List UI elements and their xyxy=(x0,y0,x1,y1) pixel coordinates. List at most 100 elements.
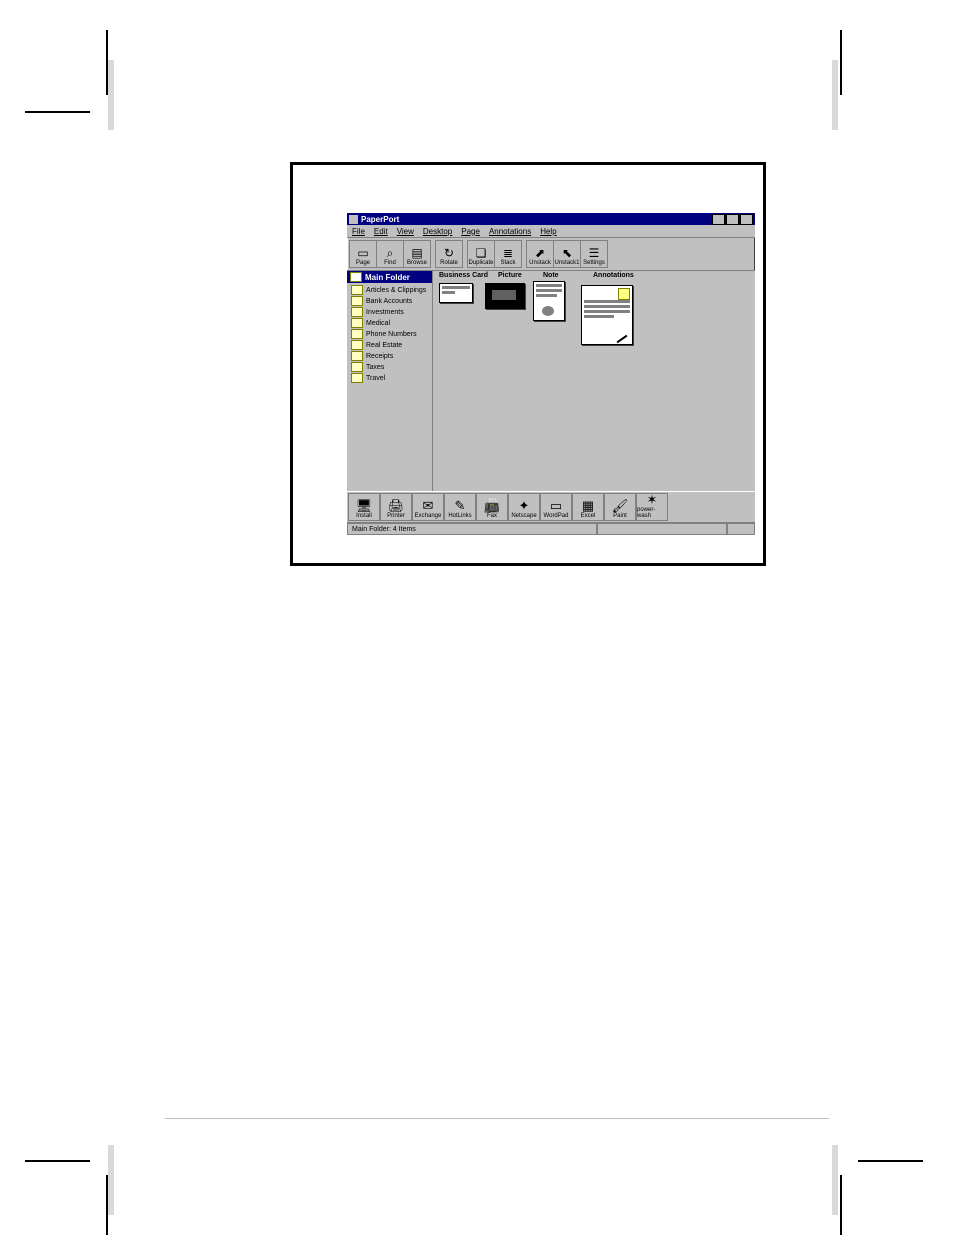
folder-item[interactable]: Investments xyxy=(351,307,432,317)
margin-indicator xyxy=(108,60,114,130)
link-wordpad[interactable]: ▭WordPad xyxy=(540,493,572,521)
link-bar: 🖥Install 🖨Printer ✉Exchange ✎HotLinks 📠F… xyxy=(347,491,755,522)
folder-icon xyxy=(351,318,363,328)
menu-desktop[interactable]: Desktop xyxy=(423,227,452,236)
document-icon: ▭ xyxy=(550,499,562,513)
folder-panel-header[interactable]: Main Folder xyxy=(347,271,432,283)
minimize-button[interactable] xyxy=(712,214,725,225)
find-icon: ⌕ xyxy=(382,246,398,260)
desktop-icon: 🖥 xyxy=(356,499,373,513)
link-fax[interactable]: 📠Fax xyxy=(476,493,508,521)
folder-item[interactable]: Medical xyxy=(351,318,432,328)
menu-edit[interactable]: Edit xyxy=(374,227,388,236)
toolbar-browse-button[interactable]: ▤Browse xyxy=(404,241,430,267)
toolbar-unstack1-button[interactable]: ⬉Unstack1 xyxy=(554,241,581,267)
desktop-header: Annotations xyxy=(593,272,634,279)
folder-icon xyxy=(351,285,363,295)
folder-icon xyxy=(351,307,363,317)
menu-help[interactable]: Help xyxy=(540,227,556,236)
folder-icon xyxy=(351,340,363,350)
footer-rule xyxy=(165,1118,829,1119)
menu-view[interactable]: View xyxy=(397,227,414,236)
unstack-icon: ⬈ xyxy=(532,246,548,260)
menu-page[interactable]: Page xyxy=(461,227,480,236)
folder-item[interactable]: Receipts xyxy=(351,351,432,361)
folder-item[interactable]: Articles & Clippings xyxy=(351,285,432,295)
close-button[interactable] xyxy=(740,214,753,225)
thumbnail-note[interactable] xyxy=(533,281,565,321)
thumbnail-picture[interactable] xyxy=(485,283,525,309)
thumbnail-annotations[interactable] xyxy=(581,285,633,345)
status-cell xyxy=(597,523,727,535)
page-icon: ▭ xyxy=(355,246,371,260)
link-exchange[interactable]: ✉Exchange xyxy=(412,493,444,521)
menu-annotations[interactable]: Annotations xyxy=(489,227,531,236)
folder-item[interactable]: Bank Accounts xyxy=(351,296,432,306)
browse-icon: ▤ xyxy=(409,246,425,260)
link-powerwash[interactable]: ✶power-wash xyxy=(636,493,668,521)
command-bar: ▭Page ⌕Find ▤Browse ↻Rotate ❏Duplicate ≣… xyxy=(347,238,755,271)
crop-mark xyxy=(840,1175,842,1235)
link-excel[interactable]: ▦Excel xyxy=(572,493,604,521)
fax-icon: 📠 xyxy=(484,499,500,513)
toolbar-rotate-button[interactable]: ↻Rotate xyxy=(436,241,462,267)
toolbar-duplicate-button[interactable]: ❏Duplicate xyxy=(468,241,495,267)
settings-icon: ☰ xyxy=(586,246,602,260)
printer-icon: 🖨 xyxy=(388,499,405,513)
toolbar-find-button[interactable]: ⌕Find xyxy=(377,241,404,267)
pencil-icon: ✎ xyxy=(455,499,466,513)
paint-icon: 🖌 xyxy=(612,499,629,513)
system-menu-icon[interactable] xyxy=(349,215,358,224)
unstack1-icon: ⬉ xyxy=(559,246,575,260)
toolbar-stack-button[interactable]: ≣Stack xyxy=(495,241,521,267)
app-window: PaperPort File Edit View Desktop Page An… xyxy=(347,213,755,513)
folder-panel: Main Folder Articles & Clippings Bank Ac… xyxy=(347,271,433,491)
maximize-button[interactable] xyxy=(726,214,739,225)
margin-indicator xyxy=(108,1145,114,1215)
status-bar: Main Folder: 4 Items xyxy=(347,522,755,535)
link-paint[interactable]: 🖌Paint xyxy=(604,493,636,521)
folder-item[interactable]: Travel xyxy=(351,373,432,383)
desktop-area[interactable]: Business Card Picture Note Annotations xyxy=(433,271,755,491)
folder-icon xyxy=(351,351,363,361)
document-page: A B C PaperPort File Edit View Desktop P… xyxy=(0,0,954,1235)
folder-icon xyxy=(351,362,363,372)
menu-file[interactable]: File xyxy=(352,227,365,236)
toolbar-settings-button[interactable]: ☰Settings xyxy=(581,241,607,267)
folder-icon xyxy=(351,329,363,339)
duplicate-icon: ❏ xyxy=(473,246,489,260)
thumbnail-business-card[interactable] xyxy=(439,283,473,303)
stack-icon: ≣ xyxy=(500,246,516,260)
title-bar: PaperPort xyxy=(347,213,755,225)
status-grip[interactable] xyxy=(727,523,755,535)
link-hotlinks[interactable]: ✎HotLinks xyxy=(444,493,476,521)
link-install[interactable]: 🖥Install xyxy=(348,493,380,521)
folder-item[interactable]: Phone Numbers xyxy=(351,329,432,339)
desktop-header: Business Card xyxy=(439,272,488,279)
desktop-header: Note xyxy=(543,272,559,279)
toolbar-page-button[interactable]: ▭Page xyxy=(350,241,377,267)
folder-icon xyxy=(350,272,362,282)
link-printer[interactable]: 🖨Printer xyxy=(380,493,412,521)
sticky-note-icon xyxy=(618,288,630,300)
margin-indicator xyxy=(832,1145,838,1215)
crop-mark xyxy=(25,111,90,113)
crop-mark xyxy=(25,1160,90,1162)
link-netscape[interactable]: ✦Netscape xyxy=(508,493,540,521)
crop-mark xyxy=(840,30,842,95)
margin-indicator xyxy=(832,60,838,130)
menu-bar: File Edit View Desktop Page Annotations … xyxy=(347,225,755,238)
desktop-header: Picture xyxy=(498,272,522,279)
star-icon: ✶ xyxy=(647,493,658,507)
folder-icon xyxy=(351,296,363,306)
browser-icon: ✦ xyxy=(519,499,530,513)
status-text: Main Folder: 4 Items xyxy=(347,523,597,535)
folder-item[interactable]: Real Estate xyxy=(351,340,432,350)
rotate-icon: ↻ xyxy=(441,246,457,260)
mail-icon: ✉ xyxy=(423,499,434,513)
workspace: Main Folder Articles & Clippings Bank Ac… xyxy=(347,271,755,491)
folder-icon xyxy=(351,373,363,383)
toolbar-unstack-button[interactable]: ⬈Unstack xyxy=(527,241,554,267)
folder-item[interactable]: Taxes xyxy=(351,362,432,372)
crop-mark xyxy=(858,1160,923,1162)
